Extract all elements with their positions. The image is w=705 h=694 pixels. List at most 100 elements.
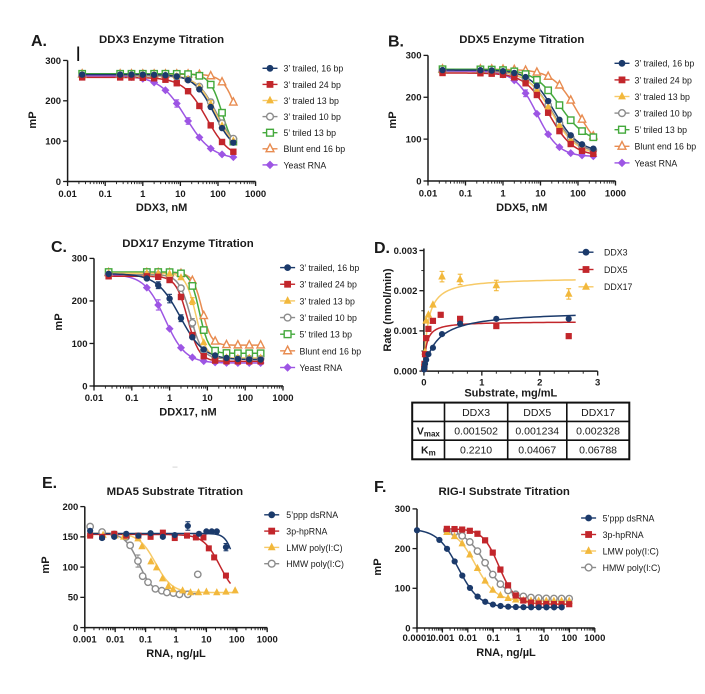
svg-text:DDX17: DDX17 <box>604 282 632 292</box>
svg-text:3’ trailed 10 bp: 3’ trailed 10 bp <box>284 112 341 122</box>
svg-text:0: 0 <box>405 623 410 634</box>
svg-text:100: 100 <box>62 562 78 573</box>
svg-text:0: 0 <box>416 176 421 187</box>
svg-text:100: 100 <box>570 189 586 200</box>
svg-text:3’ trailed, 16 bp: 3’ trailed, 16 bp <box>284 64 344 74</box>
svg-text:3’ trailed, 16 bp: 3’ trailed, 16 bp <box>635 59 695 69</box>
svg-text:0.1: 0.1 <box>139 635 153 646</box>
svg-text:A.: A. <box>31 33 47 50</box>
svg-text:10: 10 <box>202 393 213 404</box>
svg-text:100: 100 <box>45 136 61 147</box>
svg-text:RNA, ng/µL: RNA, ng/µL <box>476 647 536 659</box>
svg-text:3’ traled 13 bp: 3’ traled 13 bp <box>300 296 356 306</box>
svg-text:MDA5 Substrate Titration: MDA5 Substrate Titration <box>107 486 244 498</box>
svg-text:3’ traled 13 bp: 3’ traled 13 bp <box>635 92 691 102</box>
svg-text:LMW poly(I:C): LMW poly(I:C) <box>603 546 659 556</box>
svg-text:DDX3, nM: DDX3, nM <box>136 202 187 214</box>
svg-text:200: 200 <box>62 502 78 513</box>
svg-text:200: 200 <box>45 96 61 107</box>
svg-text:100: 100 <box>561 633 577 644</box>
svg-text:5’ triled 13 bp: 5’ triled 13 bp <box>284 128 337 138</box>
svg-text:Yeast RNA: Yeast RNA <box>635 158 678 168</box>
svg-text:1: 1 <box>140 189 146 200</box>
svg-text:1: 1 <box>500 189 506 200</box>
svg-text:1000: 1000 <box>584 633 605 644</box>
svg-text:3’ trailed 10 bp: 3’ trailed 10 bp <box>300 313 357 323</box>
svg-text:0.01: 0.01 <box>85 393 104 404</box>
svg-text:200: 200 <box>395 544 411 555</box>
svg-text:DDX3: DDX3 <box>462 407 490 419</box>
svg-text:1: 1 <box>173 635 179 646</box>
svg-text:100: 100 <box>406 134 422 145</box>
svg-text:3’ trailed 24 bp: 3’ trailed 24 bp <box>635 75 692 85</box>
svg-text:3p-hpRNA: 3p-hpRNA <box>286 527 327 537</box>
svg-text:0: 0 <box>56 177 61 188</box>
svg-text:0.000: 0.000 <box>394 366 418 377</box>
svg-text:3’ trailed, 16 bp: 3’ trailed, 16 bp <box>300 263 360 273</box>
svg-text:0.1: 0.1 <box>459 189 473 200</box>
svg-text:0.001: 0.001 <box>394 326 418 337</box>
svg-text:1: 1 <box>479 378 485 389</box>
svg-text:1000: 1000 <box>605 189 626 200</box>
svg-text:0.04067: 0.04067 <box>518 445 556 457</box>
svg-text:Km: Km <box>421 445 436 458</box>
svg-text:0.1: 0.1 <box>487 633 501 644</box>
svg-text:1000: 1000 <box>257 635 278 646</box>
svg-text:RIG-I Substrate Titration: RIG-I Substrate Titration <box>438 486 569 498</box>
svg-text:0.1: 0.1 <box>99 189 113 200</box>
svg-text:0: 0 <box>73 623 78 634</box>
svg-text:DDX17: DDX17 <box>581 407 615 419</box>
svg-text:0.01: 0.01 <box>106 635 125 646</box>
svg-text:mP: mP <box>27 111 39 128</box>
svg-text:100: 100 <box>395 584 411 595</box>
svg-text:Rate (nmol/min): Rate (nmol/min) <box>382 268 394 351</box>
svg-text:Blunt end 16 bp: Blunt end 16 bp <box>284 144 346 154</box>
svg-text:mP: mP <box>40 556 52 573</box>
svg-text:5’ppp dsRNA: 5’ppp dsRNA <box>603 513 655 523</box>
svg-text:3’ trailed 24 bp: 3’ trailed 24 bp <box>284 80 341 90</box>
svg-text:10: 10 <box>535 189 546 200</box>
svg-text:0.01: 0.01 <box>58 189 77 200</box>
svg-text:HMW poly(I:C): HMW poly(I:C) <box>603 563 661 573</box>
svg-text:C.: C. <box>51 239 67 256</box>
svg-text:Substrate, mg/mL: Substrate, mg/mL <box>464 388 557 400</box>
svg-text:1000: 1000 <box>245 189 266 200</box>
svg-text:1: 1 <box>516 633 522 644</box>
svg-text:0: 0 <box>82 381 87 392</box>
svg-text:0.002: 0.002 <box>394 286 418 297</box>
svg-text:200: 200 <box>406 93 422 104</box>
svg-text:E.: E. <box>42 475 57 492</box>
svg-text:1000: 1000 <box>272 393 293 404</box>
svg-text:300: 300 <box>406 51 422 62</box>
svg-text:RNA, ng/µL: RNA, ng/µL <box>146 648 206 660</box>
svg-text:50: 50 <box>68 593 79 604</box>
svg-text:DDX5 Enzyme Titration: DDX5 Enzyme Titration <box>459 34 584 46</box>
svg-text:DDX5: DDX5 <box>523 407 551 419</box>
svg-text:0.001: 0.001 <box>431 633 455 644</box>
svg-text:3’ traled 13 bp: 3’ traled 13 bp <box>284 96 340 106</box>
svg-text:100: 100 <box>229 635 245 646</box>
svg-text:Blunt end 16 bp: Blunt end 16 bp <box>300 346 362 356</box>
svg-text:HMW poly(I:C): HMW poly(I:C) <box>286 559 344 569</box>
svg-text:10: 10 <box>201 635 212 646</box>
svg-text:300: 300 <box>72 254 88 265</box>
svg-text:300: 300 <box>395 504 411 515</box>
svg-text:Blunt end 16 bp: Blunt end 16 bp <box>635 142 697 152</box>
svg-text:10: 10 <box>539 633 550 644</box>
svg-text:100: 100 <box>210 189 226 200</box>
svg-text:0.1: 0.1 <box>125 393 139 404</box>
svg-text:F.: F. <box>374 479 386 496</box>
svg-text:DDX5: DDX5 <box>604 265 628 275</box>
svg-text:5’ triled 13 bp: 5’ triled 13 bp <box>300 330 353 340</box>
svg-text:LMW poly(I:C): LMW poly(I:C) <box>286 543 342 553</box>
svg-text:mP: mP <box>53 313 65 330</box>
svg-text:3’ trailed 24 bp: 3’ trailed 24 bp <box>300 280 357 290</box>
svg-text:B.: B. <box>388 34 404 51</box>
svg-text:Vmax: Vmax <box>417 426 441 439</box>
svg-text:0.2210: 0.2210 <box>460 445 492 457</box>
svg-text:0.001502: 0.001502 <box>454 426 498 438</box>
svg-text:0.001234: 0.001234 <box>515 426 559 438</box>
svg-text:Yeast RNA: Yeast RNA <box>284 160 327 170</box>
svg-text:150: 150 <box>62 532 78 543</box>
svg-text:0: 0 <box>421 378 426 389</box>
